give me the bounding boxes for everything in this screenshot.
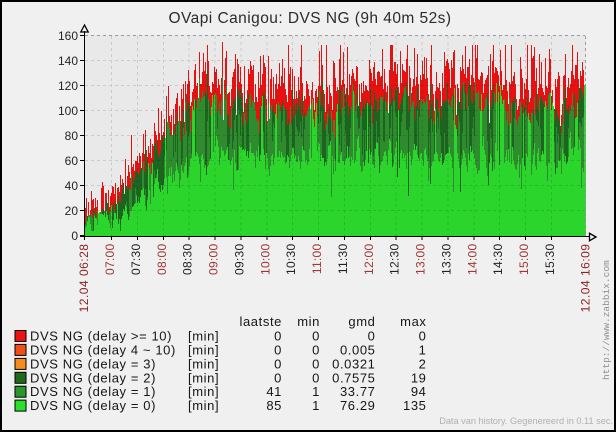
svg-text:40: 40 [65,179,79,193]
svg-text:0.0321: 0.0321 [332,356,375,371]
svg-text:13:00: 13:00 [414,243,428,275]
svg-text:http://www.zabbix.com: http://www.zabbix.com [601,260,612,380]
svg-text:14:30: 14:30 [491,243,505,275]
svg-text:12:30: 12:30 [388,243,402,275]
svg-text:100: 100 [58,104,78,118]
svg-text:[min]: [min] [188,384,219,399]
svg-text:76.29: 76.29 [340,398,376,413]
svg-text:60: 60 [65,154,79,168]
svg-text:DVS NG (delay = 0): DVS NG (delay = 0) [30,398,156,413]
svg-text:DVS NG (delay = 1): DVS NG (delay = 1) [30,384,156,399]
svg-text:1: 1 [312,398,320,413]
svg-text:OVapi Canigou: DVS NG (9h 40m: OVapi Canigou: DVS NG (9h 40m 52s) [169,10,452,27]
svg-text:DVS NG (delay 4 ~ 10): DVS NG (delay 4 ~ 10) [30,342,176,357]
svg-text:15:00: 15:00 [517,243,531,275]
svg-text:85: 85 [266,398,282,413]
svg-text:20: 20 [65,204,79,218]
svg-text:12.04 16:09: 12.04 16:09 [579,244,593,313]
svg-text:0: 0 [71,229,78,243]
svg-text:80: 80 [65,129,79,143]
svg-text:gmd: gmd [348,314,375,329]
svg-text:2: 2 [419,356,427,371]
svg-text:19: 19 [411,370,427,385]
svg-text:11:30: 11:30 [336,243,350,274]
svg-text:[min]: [min] [188,398,219,413]
svg-text:Data van history. Gegenereerd: Data van history. Gegenereerd in 0.11 se… [439,416,613,426]
svg-text:33.77: 33.77 [340,384,376,399]
svg-text:[min]: [min] [188,356,219,371]
svg-text:13:30: 13:30 [439,243,453,275]
svg-text:0: 0 [368,329,376,344]
svg-text:max: max [400,314,426,329]
svg-text:laatste: laatste [239,314,282,329]
svg-text:07:00: 07:00 [103,243,117,275]
svg-text:[min]: [min] [188,329,219,344]
svg-text:0: 0 [312,356,320,371]
svg-text:0: 0 [312,342,320,357]
svg-text:0: 0 [274,329,282,344]
svg-text:10:30: 10:30 [284,243,298,275]
svg-text:0: 0 [274,370,282,385]
svg-text:135: 135 [403,398,427,413]
svg-text:0.005: 0.005 [340,342,376,357]
svg-text:0: 0 [312,370,320,385]
svg-text:11:00: 11:00 [310,243,324,274]
svg-text:[min]: [min] [188,342,219,357]
svg-text:140: 140 [58,54,78,68]
svg-text:08:00: 08:00 [155,243,169,275]
svg-text:[min]: [min] [188,370,219,385]
svg-text:09:00: 09:00 [207,243,221,275]
svg-text:15:30: 15:30 [543,243,557,275]
svg-text:0: 0 [274,356,282,371]
svg-text:94: 94 [411,384,427,399]
svg-text:160: 160 [58,29,78,43]
svg-text:DVS NG (delay = 2): DVS NG (delay = 2) [30,370,156,385]
svg-text:1: 1 [419,342,427,357]
svg-text:120: 120 [58,79,78,93]
svg-text:min: min [297,314,320,329]
svg-text:DVS NG (delay >= 10): DVS NG (delay >= 10) [30,329,172,344]
svg-text:1: 1 [312,384,320,399]
svg-text:09:30: 09:30 [232,243,246,275]
svg-text:0: 0 [312,329,320,344]
svg-text:0.7575: 0.7575 [332,370,375,385]
svg-text:41: 41 [266,384,282,399]
svg-text:12:00: 12:00 [362,243,376,275]
svg-text:0: 0 [274,342,282,357]
svg-text:14:00: 14:00 [465,243,479,275]
svg-text:07:30: 07:30 [129,243,143,275]
svg-text:0: 0 [419,329,427,344]
svg-text:08:30: 08:30 [181,243,195,275]
svg-text:10:00: 10:00 [258,243,272,275]
svg-text:12.04 06:28: 12.04 06:28 [77,244,91,313]
svg-text:DVS NG (delay = 3): DVS NG (delay = 3) [30,356,156,371]
